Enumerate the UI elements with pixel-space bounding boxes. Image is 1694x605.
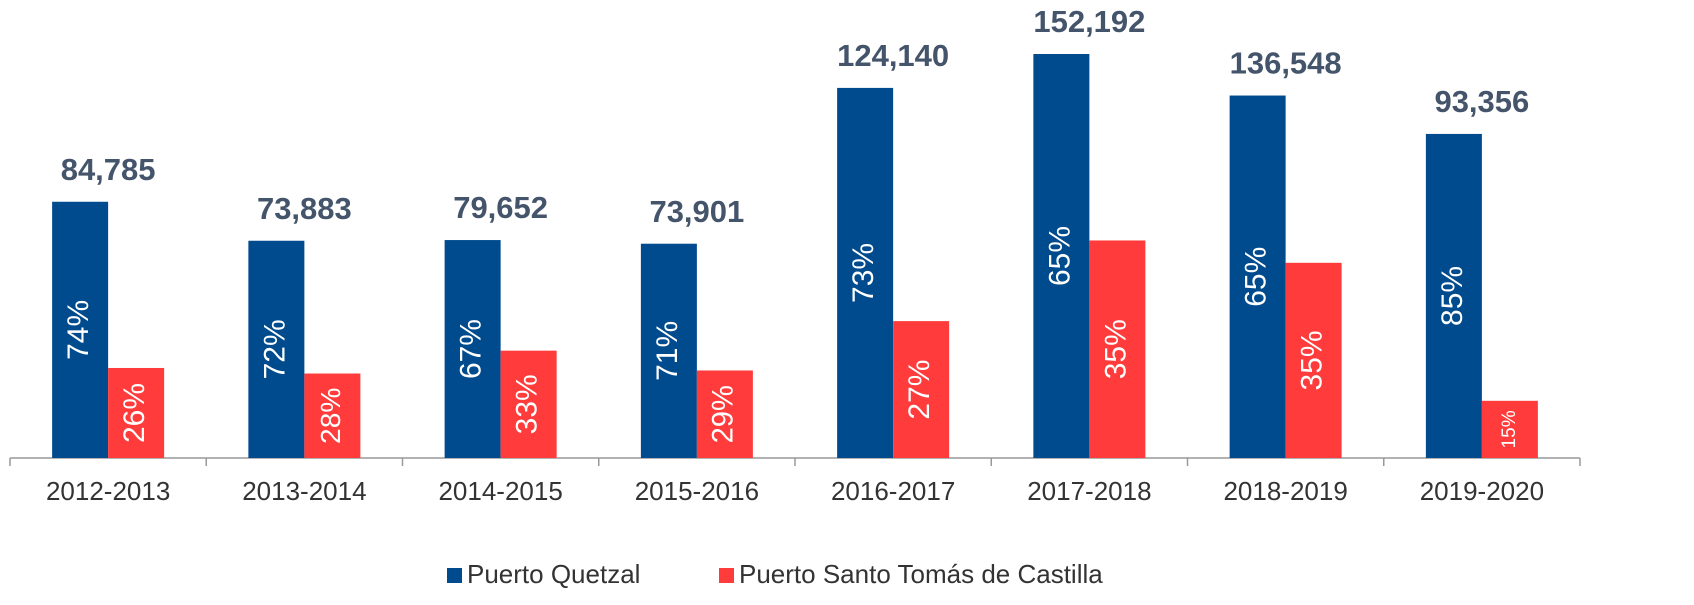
bar-label: 28%: [315, 388, 346, 444]
bar-label: 74%: [62, 300, 95, 360]
bar-label: 33%: [511, 374, 544, 434]
bar: [108, 367, 165, 458]
bar: [893, 321, 950, 458]
bar-label: 72%: [258, 319, 291, 379]
total-label: 84,785: [61, 152, 156, 187]
bar-label: 85%: [1436, 266, 1469, 326]
bar: [837, 87, 894, 458]
legend-swatch: [447, 568, 462, 583]
total-label: 124,140: [837, 38, 949, 73]
bar: [1089, 240, 1146, 458]
bar-label: 65%: [1240, 247, 1273, 307]
bar-label: 71%: [651, 321, 684, 381]
total-label: 152,192: [1033, 4, 1145, 39]
bar: [1425, 133, 1482, 459]
total-label: 79,652: [453, 190, 548, 225]
x-tick-label: 2013-2014: [242, 476, 366, 506]
bar-label: 35%: [1099, 319, 1132, 379]
x-tick-label: 2018-2019: [1223, 476, 1347, 506]
total-label: 136,548: [1230, 46, 1342, 81]
bar: [1481, 400, 1538, 458]
x-tick-label: 2015-2016: [635, 476, 759, 506]
bar: [444, 240, 501, 458]
x-tick-label: 2012-2013: [46, 476, 170, 506]
bar: [52, 201, 109, 459]
bar: [696, 370, 753, 458]
bar: [1033, 54, 1090, 458]
legend-label: Puerto Quetzal: [467, 559, 640, 589]
legend-swatch: [719, 568, 734, 583]
bar-label: 26%: [118, 383, 151, 443]
bar: [640, 243, 697, 458]
x-tick-label: 2016-2017: [831, 476, 955, 506]
bar-label: 35%: [1296, 330, 1329, 390]
bar: [500, 350, 557, 458]
bar-label: 27%: [903, 360, 936, 420]
bar: [248, 240, 305, 458]
bar-label: 15%: [1499, 410, 1520, 448]
bar: [1285, 262, 1342, 458]
total-label: 73,883: [257, 191, 352, 226]
bar: [304, 373, 361, 458]
total-label: 73,901: [649, 194, 744, 229]
bar: [1229, 95, 1286, 458]
bar-label: 73%: [847, 243, 880, 303]
bar-label: 29%: [708, 385, 740, 443]
total-label: 93,356: [1434, 84, 1529, 119]
bar-label: 65%: [1043, 226, 1076, 286]
legend-label: Puerto Santo Tomás de Castilla: [739, 559, 1103, 589]
x-tick-label: 2014-2015: [438, 476, 562, 506]
x-tick-label: 2017-2018: [1027, 476, 1151, 506]
bar-label: 67%: [455, 319, 488, 379]
x-tick-label: 2019-2020: [1420, 476, 1544, 506]
